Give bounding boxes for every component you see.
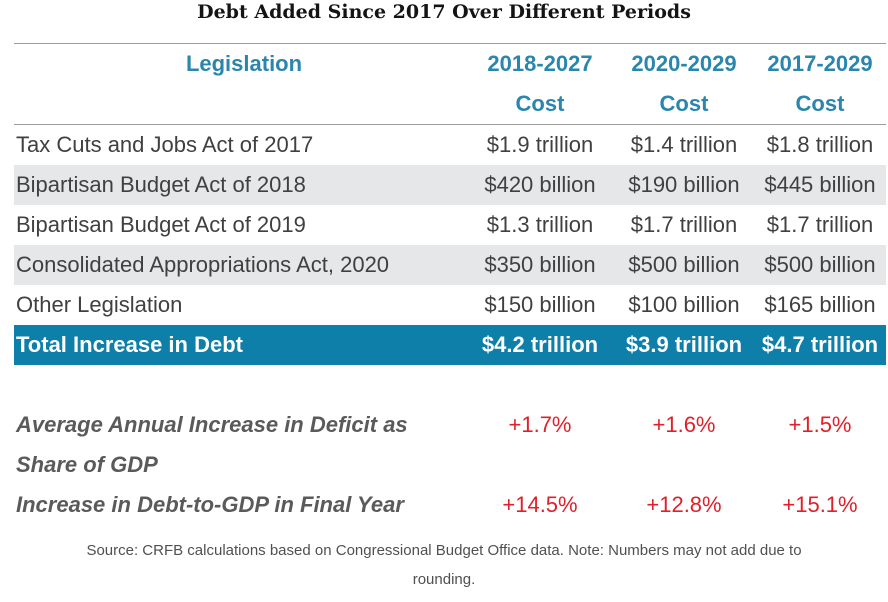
row-value: $1.3 trillion: [486, 212, 594, 237]
metric-debt-to-gdp-value: +14.5%: [502, 492, 578, 517]
source-line-2: rounding.: [412, 571, 476, 588]
header-top-rule: [14, 43, 886, 44]
source-line-1: Source: CRFB calculations based on Congr…: [86, 542, 802, 559]
table-row: Bipartisan Budget Act of 2019 $1.3 trill…: [14, 205, 886, 245]
row-value: $1.4 trillion: [630, 132, 738, 157]
row-name: Consolidated Appropriations Act, 2020: [16, 252, 390, 277]
row-value: $190 billion: [628, 172, 740, 197]
metric-debt-to-gdp-value: +12.8%: [646, 492, 722, 517]
header-period-2018-2027: 2018-2027: [487, 51, 593, 76]
metric-deficit-value: +1.5%: [788, 412, 852, 437]
row-name: Bipartisan Budget Act of 2019: [16, 212, 306, 237]
row-value: $420 billion: [484, 172, 596, 197]
total-value: $4.7 trillion: [761, 332, 879, 357]
row-name: Tax Cuts and Jobs Act of 2017: [16, 132, 314, 157]
row-value: $100 billion: [628, 292, 740, 317]
header-cost-2: Cost: [659, 91, 709, 116]
table-row: Tax Cuts and Jobs Act of 2017 $1.9 trill…: [14, 125, 886, 165]
header-cost-1: Cost: [515, 91, 565, 116]
row-value: $500 billion: [764, 252, 876, 277]
metric-deficit-label-line2: Share of GDP: [16, 452, 158, 477]
header-bottom-rule: [14, 124, 886, 125]
header-legislation: Legislation: [185, 51, 303, 76]
total-row: Total Increase in Debt $4.2 trillion $3.…: [14, 325, 886, 365]
total-value: $3.9 trillion: [625, 332, 743, 357]
metric-debt-to-gdp-label: Increase in Debt-to-GDP in Final Year: [16, 492, 404, 517]
table-title: Debt Added Since 2017 Over Different Per…: [197, 1, 691, 23]
row-value: $165 billion: [764, 292, 876, 317]
row-value: $150 billion: [484, 292, 596, 317]
row-value: $350 billion: [484, 252, 596, 277]
metric-deficit-value: +1.7%: [508, 412, 572, 437]
metric-deficit-value: +1.6%: [652, 412, 716, 437]
row-value: $1.8 trillion: [766, 132, 874, 157]
total-value: $4.2 trillion: [481, 332, 599, 357]
table-row: Other Legislation $150 billion $100 bill…: [14, 285, 886, 325]
row-value: $1.7 trillion: [766, 212, 874, 237]
row-value: $1.7 trillion: [630, 212, 738, 237]
table-row: Bipartisan Budget Act of 2018 $420 billi…: [14, 165, 886, 205]
metric-debt-to-gdp-value: +15.1%: [782, 492, 858, 517]
row-value: $1.9 trillion: [486, 132, 594, 157]
header-period-2017-2029: 2017-2029: [767, 51, 873, 76]
row-name: Other Legislation: [16, 292, 183, 317]
header-cost-3: Cost: [795, 91, 845, 116]
source-note: Source: CRFB calculations based on Congr…: [0, 536, 888, 594]
total-label: Total Increase in Debt: [16, 332, 243, 357]
table-row: Consolidated Appropriations Act, 2020 $3…: [14, 245, 886, 285]
row-name: Bipartisan Budget Act of 2018: [16, 172, 306, 197]
row-value: $500 billion: [628, 252, 740, 277]
header-period-2020-2029: 2020-2029: [631, 51, 737, 76]
row-value: $445 billion: [764, 172, 876, 197]
metric-deficit-label-line1: Average Annual Increase in Deficit as: [16, 412, 408, 437]
